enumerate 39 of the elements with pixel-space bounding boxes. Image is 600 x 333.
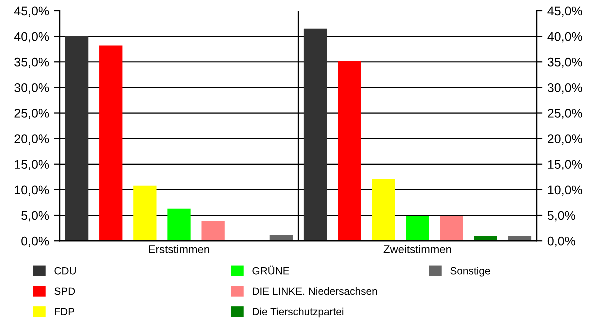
bar: [372, 179, 396, 242]
legend-label: GRÜNE: [252, 266, 290, 275]
y2-tick-label: 0,0%: [548, 236, 576, 248]
y2-tick-label: 5,0%: [548, 211, 576, 222]
bar: [168, 208, 191, 242]
bar: [100, 46, 123, 242]
bar: [338, 61, 362, 242]
x-tick-label: Zweitstimmen: [384, 245, 452, 254]
legend-label: CDU: [54, 267, 76, 275]
legend-label: DIE LINKE. Niedersachsen: [253, 287, 378, 296]
y-tick-label: 45,0%: [14, 6, 50, 18]
y2-tick-label: 15,0%: [548, 160, 582, 171]
legend-label: Die Tierschutzpartei: [253, 308, 344, 318]
legend-label: SPD: [54, 288, 76, 296]
x-tick-label: Erststimmen: [149, 245, 210, 254]
y-tick-label: 0,0%: [22, 236, 50, 248]
y-tick-label: 30,0%: [14, 83, 50, 94]
y-tick-label: 5,0%: [22, 211, 50, 222]
y-tick-label: 25,0%: [14, 109, 50, 120]
y2-tick-label: 10,0%: [548, 186, 582, 196]
y2-tick-label: 35,0%: [548, 58, 582, 68]
bar: [440, 216, 464, 242]
y2-tick-label: 40,0%: [548, 32, 582, 43]
bar: [202, 221, 225, 242]
y-tick-label: 15,0%: [15, 160, 50, 171]
y-tick-label: 35,0%: [14, 58, 50, 68]
y2-tick-label: 45,0%: [548, 6, 582, 18]
y2-tick-label: 20,0%: [548, 134, 582, 145]
bar: [406, 216, 430, 242]
legend-label: Sonstige: [450, 267, 490, 277]
y2-tick-label: 25,0%: [548, 109, 582, 120]
y-tick-label: 20,0%: [14, 134, 50, 145]
bar: [134, 186, 157, 242]
y-tick-label: 10,0%: [15, 186, 50, 196]
bar: [65, 36, 89, 242]
y-tick-label: 40,0%: [14, 32, 50, 43]
bar: [304, 28, 328, 242]
legend-label: FDP: [55, 308, 74, 316]
y2-tick-label: 30,0%: [548, 83, 582, 94]
